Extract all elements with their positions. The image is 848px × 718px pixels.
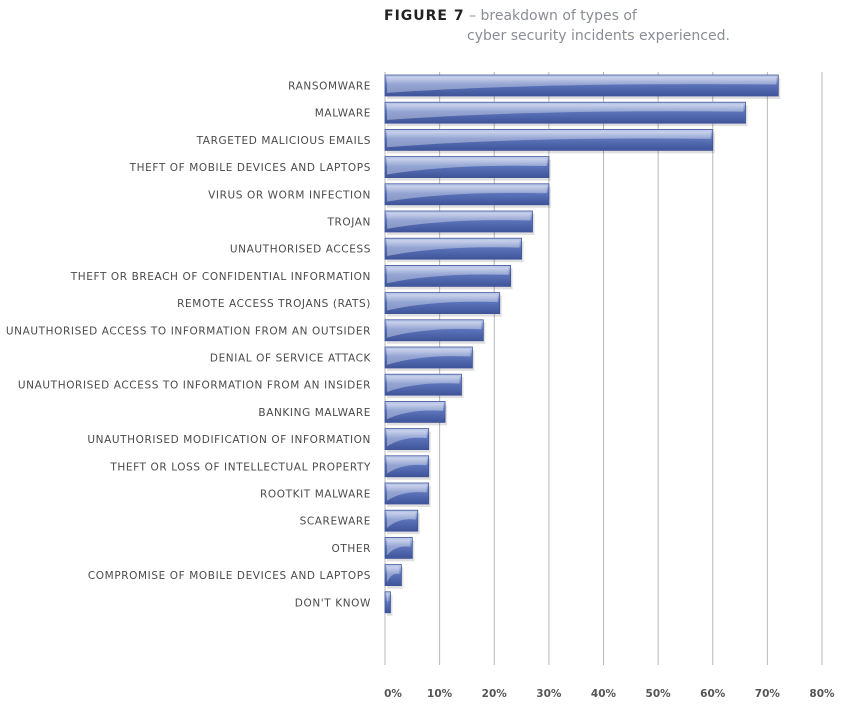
bar-group: [384, 210, 535, 235]
bar-highlight: [387, 321, 482, 338]
bar: [384, 373, 462, 396]
bar: [384, 482, 430, 505]
bar-highlight: [387, 376, 460, 393]
bar-group: [384, 183, 551, 208]
category-label: MALWARE: [315, 108, 371, 120]
category-label: THEFT OR LOSS OF INTELLECTUAL PROPERTY: [109, 461, 371, 473]
bar-group: [384, 264, 513, 290]
bar: [384, 564, 402, 586]
x-tick-label: 80%: [809, 688, 835, 700]
bar: [384, 74, 779, 97]
bar-highlight: [387, 512, 416, 529]
category-label: TARGETED MALICIOUS EMAILS: [196, 135, 371, 147]
bar-highlight: [387, 539, 411, 556]
category-label: REMOTE ACCESS TROJANS (RATS): [177, 298, 371, 310]
bar-highlight: [387, 240, 520, 257]
bar-group: [384, 373, 464, 399]
bar-group: [384, 128, 715, 154]
bar-group: [384, 564, 404, 589]
bar: [384, 264, 512, 287]
bar-highlight: [387, 349, 471, 365]
bar: [384, 591, 391, 614]
bar-group: [384, 400, 448, 426]
bar: [384, 400, 446, 423]
x-tick-label: 40%: [591, 688, 617, 700]
bar: [384, 156, 550, 179]
category-label: COMPROMISE OF MOBILE DEVICES AND LAPTOPS: [88, 570, 371, 582]
bar-highlight: [387, 485, 427, 501]
bar-group: [384, 591, 393, 616]
bar: [384, 319, 484, 342]
bar: [384, 509, 419, 532]
category-label: UNAUTHORISED ACCESS: [230, 244, 371, 256]
bar-group: [384, 74, 781, 99]
bar-highlight: [387, 267, 509, 284]
category-label: RANSOMWARE: [288, 81, 371, 93]
category-label: ROOTKIT MALWARE: [260, 489, 371, 501]
category-label: SCAREWARE: [300, 516, 371, 528]
bar-highlight: [387, 104, 744, 121]
bar: [384, 537, 413, 559]
category-label: TROJAN: [326, 217, 371, 229]
bar-highlight: [387, 77, 777, 93]
category-label: THEFT OR BREACH OF CONFIDENTIAL INFORMAT…: [70, 271, 371, 283]
bar-highlight: [387, 131, 711, 148]
x-tick-label: 20%: [482, 688, 508, 700]
bar-highlight: [387, 294, 498, 311]
bar-highlight: [387, 457, 427, 474]
bar-highlight: [387, 185, 547, 202]
bar-highlight: [387, 403, 444, 420]
bar-highlight: [387, 213, 531, 229]
x-tick-label: 30%: [536, 688, 562, 700]
bar-group: [384, 292, 502, 317]
bar: [384, 346, 473, 369]
bar-group: [384, 346, 475, 371]
bar: [384, 183, 550, 206]
category-label: BANKING MALWARE: [258, 407, 371, 419]
bar-group: [384, 156, 551, 181]
category-label: UNAUTHORISED ACCESS TO INFORMATION FROM …: [6, 325, 371, 337]
figure-title-line1: FIGURE 7 – breakdown of types of: [384, 6, 730, 26]
bar-group: [384, 455, 431, 480]
figure-title: FIGURE 7 – breakdown of types of cyber s…: [384, 6, 730, 46]
x-tick-label: 60%: [700, 688, 726, 700]
bar: [384, 428, 430, 451]
bar-group: [384, 537, 415, 562]
figure-title-text2: cyber security incidents experienced.: [467, 28, 730, 44]
bar: [384, 101, 746, 124]
bar-highlight: [387, 566, 400, 583]
bar-group: [384, 237, 524, 263]
bar: [384, 455, 430, 478]
category-label: OTHER: [331, 543, 371, 555]
bar: [384, 237, 522, 260]
bar: [384, 292, 501, 315]
bar-group: [384, 319, 486, 344]
category-label: VIRUS OR WORM INFECTION: [208, 189, 371, 201]
category-label: UNAUTHORISED ACCESS TO INFORMATION FROM …: [18, 380, 371, 392]
bar-group: [384, 482, 431, 507]
bar-highlight: [387, 158, 547, 175]
x-tick-label: 0%: [384, 688, 402, 700]
category-label: THEFT OF MOBILE DEVICES AND LAPTOPS: [129, 162, 371, 174]
bar-group: [384, 101, 748, 127]
bar-group: [384, 509, 420, 535]
x-tick-label: 10%: [427, 688, 453, 700]
figure-separator: –: [469, 8, 477, 24]
bar-group: [384, 428, 431, 453]
bar-highlight: [387, 593, 389, 610]
x-tick-label: 50%: [646, 688, 672, 700]
bar-highlight: [387, 430, 427, 447]
category-label: UNAUTHORISED MODIFICATION OF INFORMATION: [87, 434, 371, 446]
category-label: DON'T KNOW: [295, 597, 371, 609]
figure-label: FIGURE 7: [384, 8, 465, 24]
bar: [384, 210, 533, 233]
x-tick-label: 70%: [755, 688, 781, 700]
category-label: DENIAL OF SERVICE ATTACK: [210, 353, 372, 365]
figure-title-text1: breakdown of types of: [480, 8, 637, 24]
bar: [384, 128, 714, 151]
